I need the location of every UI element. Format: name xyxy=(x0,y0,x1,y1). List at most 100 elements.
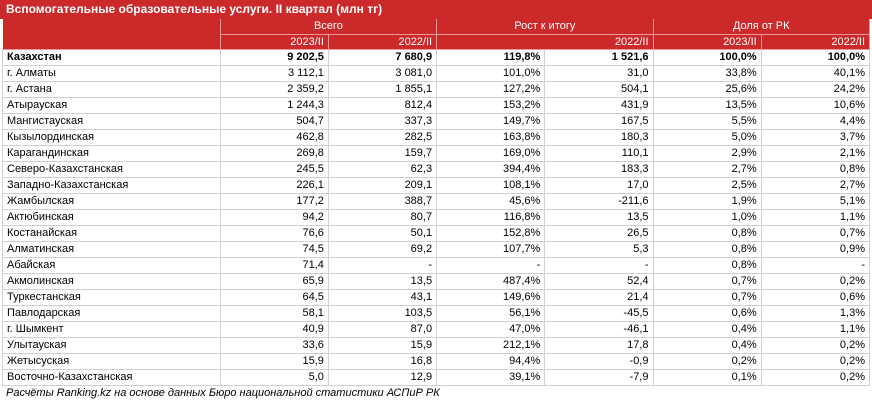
region-name-cell: Мангистауская xyxy=(2,113,221,130)
value-cell: 12,9 xyxy=(328,369,438,386)
header-growth-2022: 2022/II xyxy=(436,34,654,50)
value-cell: 226,1 xyxy=(220,177,329,194)
header-total-2022: 2022/II xyxy=(328,34,438,50)
value-cell: 76,6 xyxy=(220,225,329,242)
table-row-total: Казахстан 9 202,5 7 680,9 119,8% 1 521,6 100,… xyxy=(2,49,871,66)
table-row: Восточно-Казахстанская 5,0 12,9 39,1% -7,9 0,… xyxy=(2,369,871,386)
value-cell: 5,0 xyxy=(220,369,329,386)
value-cell: 504,7 xyxy=(220,113,329,130)
value-cell: 21,4 xyxy=(544,289,654,306)
value-cell: 504,1 xyxy=(544,81,654,98)
value-cell: 58,1 xyxy=(220,305,329,322)
value-cell: 169,0% xyxy=(436,145,546,162)
value-cell: 24,2% xyxy=(761,81,871,98)
value-cell: - xyxy=(436,257,546,274)
header-group-growth: Рост к итогу xyxy=(436,19,654,35)
table-row: Западно-Казахстанская 226,1 209,1 108,1% 17,… xyxy=(2,177,871,194)
value-cell: 31,0 xyxy=(544,65,654,82)
value-cell: - xyxy=(328,257,438,274)
value-cell: 2 359,2 xyxy=(220,81,329,98)
value-cell: 282,5 xyxy=(328,129,438,146)
value-cell: 103,5 xyxy=(328,305,438,322)
value-cell: 0,9% xyxy=(761,241,871,258)
table-row: Карагандинская 269,8 159,7 169,0% 110,1 2,9% 2… xyxy=(2,145,871,162)
value-cell: 5,0% xyxy=(653,129,762,146)
region-name-cell: Жамбылская xyxy=(2,193,221,210)
value-cell: 2,7% xyxy=(653,161,762,178)
value-cell: 116,8% xyxy=(436,209,546,226)
value-cell: 52,4 xyxy=(544,273,654,290)
value-cell: 64,5 xyxy=(220,289,329,306)
header-total-2023: 2023/II xyxy=(220,34,329,50)
value-cell: 13,5 xyxy=(544,209,654,226)
region-name-cell: Жетысуская xyxy=(2,353,221,370)
region-name-cell: Казахстан xyxy=(2,49,221,66)
table-row: Жамбылская 177,2 388,7 45,6% -211,6 1,9% 5,1% xyxy=(2,193,871,210)
value-cell: 1 521,6 xyxy=(544,49,654,66)
region-name-cell: Туркестанская xyxy=(2,289,221,306)
header-share-2022: 2022/II xyxy=(761,34,871,50)
value-cell: 180,3 xyxy=(544,129,654,146)
region-name-cell: Актюбинская xyxy=(2,209,221,226)
value-cell: 0,4% xyxy=(653,321,762,338)
value-cell: 127,2% xyxy=(436,81,546,98)
value-cell: 107,7% xyxy=(436,241,546,258)
value-cell: 5,3 xyxy=(544,241,654,258)
value-cell: - xyxy=(761,257,871,274)
header-region-cell xyxy=(2,19,221,50)
region-name-cell: Улытауская xyxy=(2,337,221,354)
table-row: Алматинская 74,5 69,2 107,7% 5,3 0,8% 0,9% xyxy=(2,241,871,258)
value-cell: 0,7% xyxy=(653,273,762,290)
value-cell: 1,1% xyxy=(761,321,871,338)
value-cell: 152,8% xyxy=(436,225,546,242)
table-row: г. Алматы 3 112,1 3 081,0 101,0% 31,0 33,8% 40… xyxy=(2,65,871,82)
region-name-cell: г. Шымкент xyxy=(2,321,221,338)
table-row: Абайская 71,4- - -0,8% - xyxy=(2,257,871,274)
table-row: Акмолинская 65,9 13,5 487,4% 52,4 0,7% 0,2% xyxy=(2,273,871,290)
region-name-cell: Западно-Казахстанская xyxy=(2,177,221,194)
value-cell: 56,1% xyxy=(436,305,546,322)
value-cell: 87,0 xyxy=(328,321,438,338)
value-cell: 0,2% xyxy=(761,353,871,370)
value-cell: 39,1% xyxy=(436,369,546,386)
value-cell: 47,0% xyxy=(436,321,546,338)
value-cell: 3 081,0 xyxy=(328,65,438,82)
value-cell: 15,9 xyxy=(220,353,329,370)
value-cell: 108,1% xyxy=(436,177,546,194)
value-cell: 1,9% xyxy=(653,193,762,210)
region-name-cell: Костанайская xyxy=(2,225,221,242)
table-row: Жетысуская 15,9 16,8 94,4% -0,9 0,2% 0,2% xyxy=(2,353,871,370)
value-cell: 4,4% xyxy=(761,113,871,130)
value-cell: 0,7% xyxy=(653,289,762,306)
value-cell: 45,6% xyxy=(436,193,546,210)
value-cell: 388,7 xyxy=(328,193,438,210)
table-title: Вспомогательные образовательные услуги. … xyxy=(0,0,872,19)
value-cell: 5,1% xyxy=(761,193,871,210)
value-cell: - xyxy=(544,257,654,274)
value-cell: 16,8 xyxy=(328,353,438,370)
value-cell: 2,7% xyxy=(761,177,871,194)
header-group-share: Доля от РК xyxy=(653,19,870,35)
value-cell: 245,5 xyxy=(220,161,329,178)
value-cell: 10,6% xyxy=(761,97,871,114)
table-row: Атырауская 1 244,3 812,4 153,2% 431,9 13,5% 10… xyxy=(2,97,871,114)
value-cell: 462,8 xyxy=(220,129,329,146)
value-cell: -0,9 xyxy=(544,353,654,370)
value-cell: 1,3% xyxy=(761,305,871,322)
value-cell: 177,2 xyxy=(220,193,329,210)
table-row: Павлодарская 58,1 103,5 56,1% -45,5 0,6% 1,3% xyxy=(2,305,871,322)
value-cell: 100,0% xyxy=(653,49,762,66)
value-cell: 17,8 xyxy=(544,337,654,354)
value-cell: 394,4% xyxy=(436,161,546,178)
data-table: Всего Рост к итогу Доля от РК 2023/II 20… xyxy=(2,19,871,386)
table-body: Казахстан 9 202,5 7 680,9 119,8% 1 521,6 100,… xyxy=(2,49,871,386)
value-cell: 17,0 xyxy=(544,177,654,194)
value-cell: 0,1% xyxy=(653,369,762,386)
table-row: Северо-Казахстанская 245,5 62,3 394,4% 183,3… xyxy=(2,161,871,178)
table-row: Улытауская 33,6 15,9 212,1% 17,8 0,4% 0,2% xyxy=(2,337,871,354)
value-cell: -211,6 xyxy=(544,193,654,210)
value-cell: 0,8% xyxy=(653,241,762,258)
value-cell: 209,1 xyxy=(328,177,438,194)
value-cell: 26,5 xyxy=(544,225,654,242)
